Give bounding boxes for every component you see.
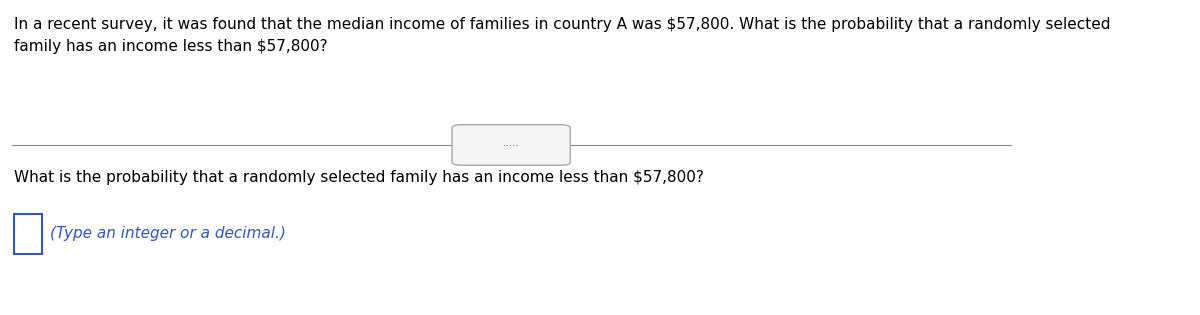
Text: What is the probability that a randomly selected family has an income less than : What is the probability that a randomly … xyxy=(13,170,703,185)
Text: .....: ..... xyxy=(503,139,520,148)
FancyBboxPatch shape xyxy=(452,125,570,165)
Text: In a recent survey, it was found that the median income of families in country A: In a recent survey, it was found that th… xyxy=(13,17,1110,54)
FancyBboxPatch shape xyxy=(13,214,42,254)
Text: (Type an integer or a decimal.): (Type an integer or a decimal.) xyxy=(50,226,287,242)
